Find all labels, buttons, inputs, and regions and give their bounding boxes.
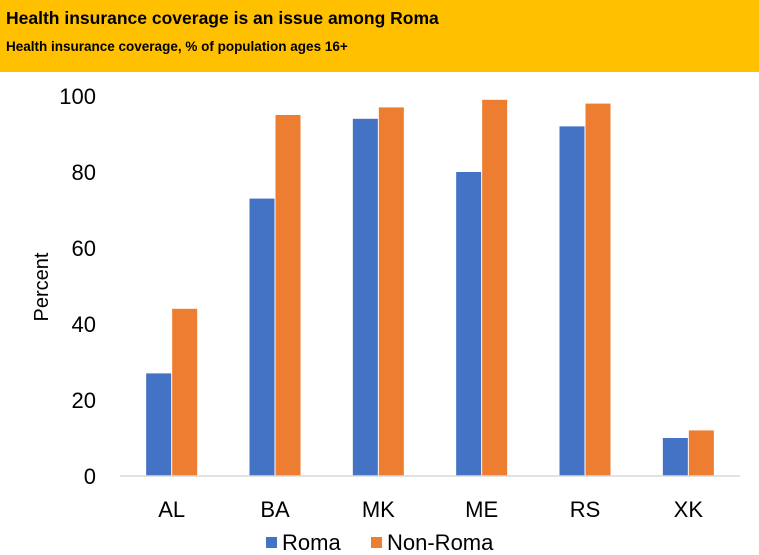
bar-roma-mk [352,118,378,477]
bar-roma-xk [662,438,688,476]
legend-label: Roma [282,530,341,555]
bar-non-roma-xk [688,430,714,476]
x-axis-ticks: AL BA MK ME RS XK [158,497,703,522]
x-tick-label: XK [674,497,704,522]
legend: Roma Non-Roma [266,530,494,555]
bar-non-roma-ba [275,115,301,476]
y-tick-label: 40 [72,312,96,337]
x-tick-label: RS [570,497,601,522]
bar-non-roma-mk [378,107,404,477]
bar-non-roma-rs [585,103,611,476]
x-tick-label: ME [465,497,498,522]
y-axis-title: Percent [31,252,53,321]
bar-roma-al [146,373,172,476]
legend-swatch [371,537,382,548]
bar-non-roma-al [172,308,198,476]
title-banner: Health insurance coverage is an issue am… [0,0,759,72]
chart-title: Health insurance coverage is an issue am… [6,8,439,28]
y-tick-label: 0 [84,464,96,489]
bar-roma-ba [249,198,275,476]
x-tick-label: MK [362,497,395,522]
y-tick-label: 60 [72,236,96,261]
x-tick-label: AL [158,497,185,522]
legend-swatch [266,537,277,548]
bar-roma-rs [559,126,585,477]
bar-non-roma-me [482,99,508,477]
y-tick-label: 80 [72,160,96,185]
bar-roma-me [456,172,482,476]
chart-subtitle: Health insurance coverage, % of populati… [6,39,348,54]
y-axis-ticks: 0 20 40 60 80 100 [59,84,96,489]
x-tick-label: BA [260,497,290,522]
y-tick-label: 100 [59,84,96,109]
bars [146,99,714,477]
y-tick-label: 20 [72,388,96,413]
legend-label: Non-Roma [387,530,494,555]
